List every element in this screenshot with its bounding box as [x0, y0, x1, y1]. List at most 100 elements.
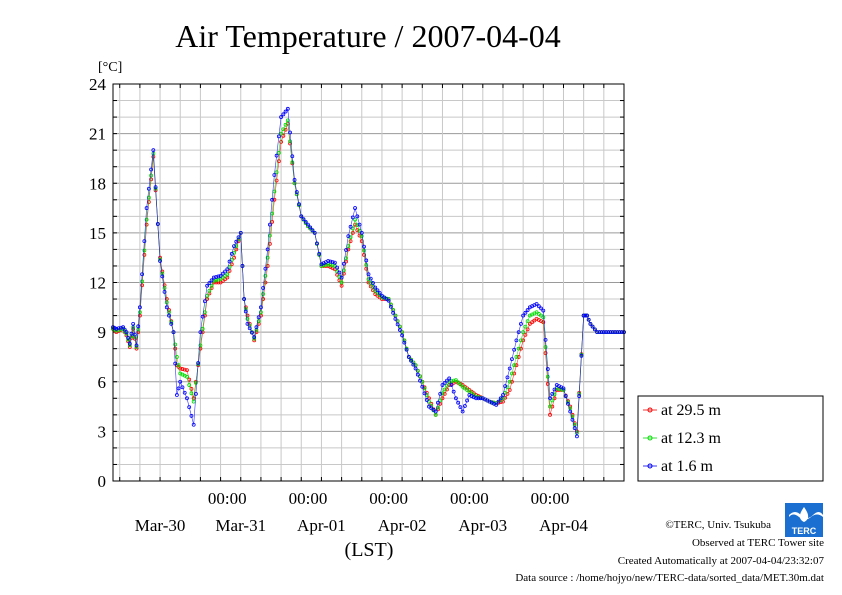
data-point — [114, 326, 119, 331]
data-point — [259, 310, 263, 315]
data-point — [267, 233, 272, 238]
data-point — [451, 389, 456, 394]
data-point — [187, 383, 192, 387]
data-point — [601, 330, 606, 335]
data-point — [187, 405, 192, 410]
data-point — [366, 272, 371, 277]
data-point — [256, 315, 261, 320]
data-point — [127, 343, 132, 348]
data-point — [575, 434, 579, 439]
data-point — [185, 368, 189, 373]
data-point — [279, 131, 283, 136]
data-point — [276, 151, 281, 155]
data-point — [355, 214, 360, 219]
data-point — [619, 330, 624, 335]
data-point — [164, 300, 169, 305]
data-point — [366, 277, 371, 282]
data-point — [198, 343, 203, 348]
data-point — [250, 330, 254, 335]
data-point — [476, 396, 481, 401]
data-point — [332, 260, 337, 265]
data-point — [541, 308, 546, 313]
data-point — [442, 391, 447, 396]
data-point — [122, 327, 127, 332]
data-point — [247, 326, 252, 331]
data-point — [301, 217, 306, 221]
data-point — [346, 234, 351, 239]
data-point — [191, 422, 196, 427]
data-point — [126, 336, 131, 340]
data-point — [516, 355, 521, 359]
data-point — [525, 308, 530, 312]
data-point — [454, 378, 458, 382]
data-point — [337, 275, 342, 279]
data-point — [129, 331, 134, 336]
data-point — [357, 233, 362, 238]
data-point — [521, 313, 526, 318]
series-line — [112, 119, 624, 434]
data-point — [272, 173, 277, 177]
data-point — [615, 330, 620, 335]
data-point — [149, 167, 154, 172]
data-point — [297, 202, 301, 207]
data-point — [505, 375, 510, 380]
data-point — [568, 409, 573, 414]
data-point — [140, 279, 145, 284]
data-point — [153, 185, 158, 190]
data-point — [451, 378, 456, 383]
data-point — [442, 387, 447, 392]
data-point — [127, 341, 132, 346]
data-point — [552, 387, 557, 392]
data-point — [146, 195, 151, 200]
data-point — [395, 322, 400, 327]
data-point — [445, 378, 449, 383]
data-point — [397, 328, 402, 332]
data-point — [285, 106, 290, 111]
data-point — [503, 395, 508, 400]
data-point — [290, 154, 295, 159]
data-point — [236, 237, 241, 242]
data-point — [137, 305, 142, 310]
data-point — [610, 330, 615, 335]
x-day-label: Mar-30 — [135, 516, 186, 535]
data-point — [182, 390, 187, 395]
data-point — [521, 338, 526, 343]
data-point — [442, 380, 447, 385]
data-point — [220, 271, 225, 276]
data-point — [225, 272, 230, 277]
data-point — [263, 266, 268, 271]
data-point — [462, 404, 467, 408]
data-point — [142, 239, 147, 244]
data-point — [413, 366, 418, 371]
data-point — [288, 130, 292, 135]
x-time-label: 00:00 — [289, 489, 328, 508]
x-time-label: 00:00 — [369, 489, 408, 508]
data-point — [207, 281, 212, 285]
data-point — [552, 392, 557, 397]
data-point — [134, 345, 139, 349]
y-tick-label: 15 — [89, 224, 106, 243]
data-point — [525, 327, 530, 332]
data-point — [185, 396, 189, 401]
legend-marker — [647, 463, 653, 469]
series-line — [112, 123, 624, 432]
data-point — [267, 222, 272, 227]
created-note: Created Automatically at 2007-04-04/23:3… — [617, 555, 824, 567]
y-axis-ticks: 0 3 6 9 12 15 18 21 24 — [89, 75, 624, 491]
observed-note: Observed at TERC Tower site — [691, 537, 824, 549]
data-point — [232, 244, 236, 249]
data-point — [281, 112, 286, 117]
y-tick-label: 21 — [89, 125, 106, 144]
data-point — [371, 281, 375, 285]
data-point — [512, 371, 517, 376]
data-point — [424, 398, 429, 402]
data-point — [245, 321, 250, 326]
x-day-label: Apr-04 — [539, 516, 588, 535]
data-point — [445, 387, 449, 392]
data-point — [174, 355, 179, 359]
data-point — [292, 178, 297, 182]
data-point — [519, 346, 523, 351]
data-point — [519, 321, 523, 326]
data-point — [371, 285, 375, 289]
legend-marker — [647, 407, 653, 413]
